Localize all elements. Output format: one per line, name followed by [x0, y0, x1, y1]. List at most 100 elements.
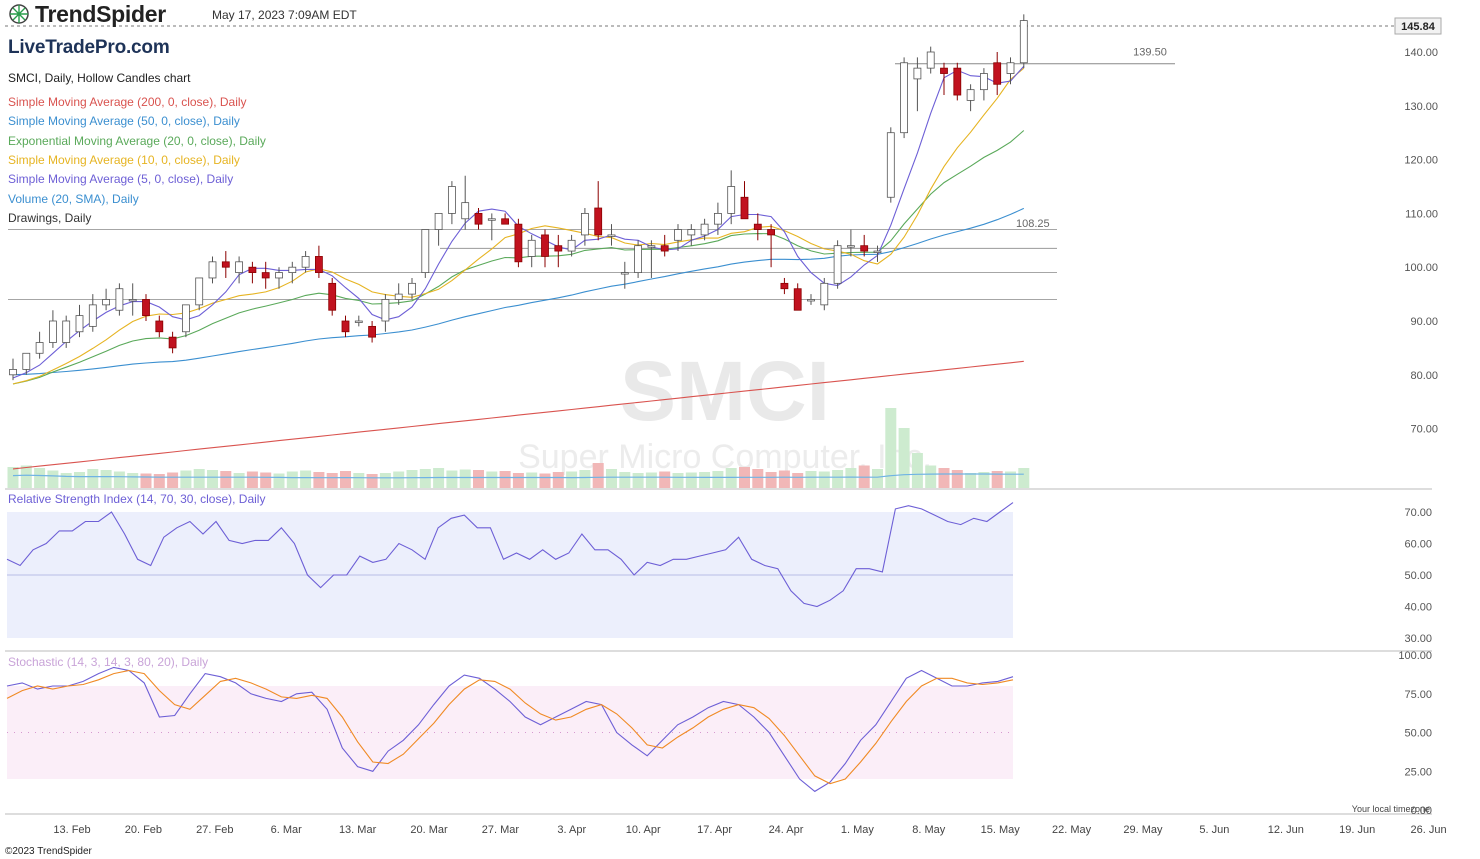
candle: [647, 240, 656, 278]
volume-bar: [486, 471, 498, 488]
volume-bar: [672, 473, 684, 488]
candle: [847, 229, 855, 257]
candle-body: [421, 229, 430, 273]
candle-body: [394, 293, 403, 300]
volume-bar: [100, 470, 112, 488]
candle-body: [434, 212, 443, 230]
volume-bar: [512, 473, 524, 488]
volume-bar: [872, 469, 883, 488]
candle-body: [128, 299, 137, 302]
candle: [767, 224, 775, 268]
candle-body: [22, 352, 31, 370]
candle-body: [674, 229, 682, 241]
timezone-note: Your local timezone: [1352, 804, 1430, 814]
candle-body: [913, 67, 922, 80]
candle: [714, 202, 722, 235]
candle-body: [208, 261, 217, 279]
stoch-y-tick: 100.00: [1398, 650, 1432, 662]
watermark-logo: LiveTradePro.com: [8, 37, 170, 58]
candle-body: [301, 256, 310, 268]
x-axis-tick: 15. May: [981, 824, 1021, 836]
volume-bar: [805, 471, 817, 488]
candle: [807, 294, 815, 305]
volume-bar: [539, 473, 551, 488]
x-axis-tick: 1. May: [841, 824, 875, 836]
candle-body: [501, 218, 510, 225]
legend-drawings[interactable]: Drawings, Daily: [8, 211, 92, 225]
bg-symbol-watermark: SMCI: [620, 344, 830, 438]
volume-bar: [419, 469, 431, 488]
candle: [966, 84, 975, 112]
candle-body: [115, 288, 124, 311]
x-axis-tick: 29. May: [1123, 824, 1163, 836]
sma200-line: [12, 360, 1024, 470]
candle: [9, 358, 17, 381]
volume-bar: [313, 472, 325, 488]
volume-bar: [659, 471, 671, 488]
volume-bar: [845, 468, 857, 488]
candle-body: [581, 212, 589, 236]
legend-sma50[interactable]: Simple Moving Average (50, 0, close), Da…: [8, 114, 240, 128]
candle: [793, 283, 802, 311]
candle: [102, 288, 110, 311]
volume-bar: [459, 469, 471, 488]
candle: [181, 304, 190, 338]
volume-bar: [74, 472, 85, 488]
volume-bar: [951, 470, 963, 488]
volume-bar: [340, 471, 351, 488]
candle-body: [275, 272, 283, 279]
rsi-line: [6, 502, 1014, 608]
candle: [155, 315, 164, 338]
x-axis-tick: 22. May: [1052, 824, 1092, 836]
volume-bar: [752, 469, 764, 488]
legend-sma5[interactable]: Simple Moving Average (5, 0, close), Dai…: [8, 172, 234, 186]
volume-bar: [34, 468, 46, 488]
volume-bar: [592, 463, 604, 488]
stoch-d-line: [6, 669, 1014, 785]
volume-bar: [260, 472, 272, 488]
candle: [195, 277, 204, 311]
candle-body: [487, 218, 496, 221]
candle: [940, 62, 948, 96]
legend-sma10[interactable]: Simple Moving Average (10, 0, close), Da…: [8, 153, 240, 167]
legend-ema20[interactable]: Exponential Moving Average (20, 0, close…: [8, 134, 266, 148]
legend-volume[interactable]: Volume (20, SMA), Daily: [8, 192, 139, 206]
volume-bar: [499, 471, 511, 488]
candle: [314, 245, 323, 278]
volume-bar: [393, 471, 405, 488]
candle-body: [993, 62, 1002, 85]
candle-body: [155, 320, 164, 333]
volume-bar: [712, 471, 724, 488]
rsi-y-tick: 60.00: [1404, 539, 1432, 551]
candle: [753, 213, 762, 241]
brand-logo: TrendSpider: [8, 1, 166, 27]
volume-bar: [526, 472, 538, 488]
candle: [421, 229, 430, 278]
candle: [408, 277, 416, 300]
candle-body: [820, 282, 829, 306]
volume-bar: [938, 468, 950, 488]
legend-sma200[interactable]: Simple Moving Average (200, 0, close), D…: [8, 95, 247, 109]
x-axis-tick: 24. Apr: [769, 824, 804, 836]
candle: [381, 294, 390, 332]
candle: [501, 213, 510, 225]
candle: [447, 181, 456, 225]
candle-body: [847, 245, 855, 248]
x-axis-tick: 17. Apr: [697, 824, 732, 836]
candle-body: [807, 299, 815, 302]
candle-body: [660, 245, 669, 252]
price-y-tick: 100.00: [1404, 262, 1438, 274]
candle-body: [514, 223, 523, 263]
candle-body: [714, 212, 722, 225]
candle: [780, 277, 789, 295]
candle: [75, 304, 84, 338]
candle: [328, 277, 337, 316]
volume-bar: [765, 472, 777, 488]
price-y-tick: 130.00: [1404, 101, 1438, 113]
x-axis-tick: 5. Jun: [1199, 824, 1229, 836]
candle-body: [594, 207, 603, 236]
candle: [687, 224, 696, 246]
last-price-badge: [1394, 17, 1442, 35]
candle-body: [926, 51, 935, 69]
candle-body: [527, 239, 536, 257]
